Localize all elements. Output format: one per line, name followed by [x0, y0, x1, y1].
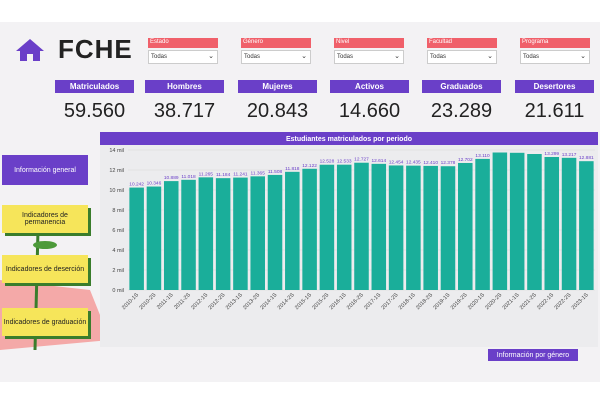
y-tick-label: 6 mil [112, 228, 124, 234]
data-label: 11.265 [199, 171, 214, 177]
bar [544, 157, 560, 290]
bar [215, 178, 231, 290]
chevron: ⌄ [487, 53, 493, 60]
data-label: 12.528 [320, 159, 335, 165]
bar [354, 162, 369, 290]
kpi-value: 21.611 [524, 100, 585, 122]
bar [509, 152, 525, 290]
data-label: 11.508 [268, 169, 283, 175]
kpi-value: 14.660 [338, 100, 401, 122]
home-icon[interactable] [15, 38, 45, 62]
kpi-label: Hombres [145, 80, 224, 93]
kpi-value: 23.289 [430, 100, 493, 122]
data-label: 12.378 [441, 160, 456, 166]
bar [181, 179, 196, 290]
data-label: 11.818 [285, 166, 300, 172]
data-label: 11.241 [233, 172, 248, 178]
data-label: 10.242 [129, 182, 144, 188]
data-label: 12.533 [337, 159, 352, 165]
data-label: 13.299 [544, 151, 559, 157]
y-tick-label: 8 mil [112, 208, 124, 214]
data-label: 11.018 [181, 174, 196, 180]
bar [163, 181, 179, 290]
bar [146, 186, 162, 290]
filter-label: Estado [148, 38, 218, 48]
nav-button[interactable]: Indicadores de permanencia [2, 205, 88, 233]
y-tick-label: 10 mil [109, 188, 124, 194]
data-label: 10.889 [164, 175, 179, 181]
data-label: 13.110 [475, 153, 490, 159]
filter-dropdown[interactable]: Todas ⌄ [148, 50, 218, 64]
data-label: 12.614 [371, 158, 386, 164]
logo-title: FCHE [58, 34, 133, 64]
chart-title-bar [100, 132, 598, 145]
bar [285, 171, 300, 290]
nav-button[interactable]: Indicadores de graduación [2, 308, 88, 336]
filter-dropdown[interactable]: Todas ⌄ [334, 50, 404, 64]
bar [371, 163, 387, 290]
bar [267, 174, 283, 290]
bar [233, 177, 248, 290]
filter-label: Género [241, 38, 311, 48]
bar [198, 177, 214, 290]
data-label: 12.122 [302, 163, 317, 169]
bar [527, 154, 542, 290]
y-tick-label: 12 mil [109, 168, 124, 174]
y-tick-label: 4 mil [112, 248, 124, 254]
kpi-label: Activos [330, 80, 409, 93]
data-label: 12.454 [389, 159, 404, 165]
y-tick-label: 14 mil [109, 148, 124, 154]
bar [302, 168, 317, 290]
bar [319, 164, 335, 290]
filter-dropdown[interactable]: Todas ⌄ [520, 50, 590, 64]
data-label: 11.184 [216, 172, 231, 178]
nav-button[interactable]: Indicadores de deserción [2, 255, 88, 283]
data-label: 12.702 [458, 157, 473, 163]
nav-button[interactable]: Información general [2, 155, 88, 185]
kpi-label: Graduados [422, 80, 501, 93]
y-tick-label: 0 mil [112, 288, 124, 294]
bar [561, 157, 577, 290]
nav-button[interactable]: Información por género [488, 349, 578, 361]
filter-dropdown[interactable]: Todas ⌄ [427, 50, 497, 64]
bar [129, 187, 144, 290]
data-label: 12.410 [423, 160, 438, 166]
data-label: 12.881 [579, 155, 594, 161]
chevron: ⌄ [208, 53, 214, 60]
bar [388, 165, 404, 290]
filter-label: Programa [520, 38, 590, 48]
filter-label: Nivel [334, 38, 404, 48]
bar [475, 158, 490, 290]
bar [492, 152, 508, 290]
chevron: ⌄ [301, 53, 307, 60]
filter-dropdown[interactable]: Todas ⌄ [241, 50, 311, 64]
bar [458, 162, 473, 290]
kpi-label: Matriculados [55, 80, 134, 93]
kpi-label: Desertores [515, 80, 594, 93]
chevron: ⌄ [580, 53, 586, 60]
y-tick-label: 2 mil [112, 268, 124, 274]
data-label: 12.435 [406, 160, 421, 166]
bar [440, 166, 456, 290]
data-label: 10.346 [147, 181, 162, 187]
bar [406, 165, 421, 290]
kpi-label: Mujeres [238, 80, 317, 93]
data-label: 13.217 [562, 152, 577, 158]
chart: Estudiantes matriculados por periodo 0 mi… [100, 132, 598, 347]
kpi-value: 20.843 [246, 100, 309, 122]
data-label: 11.365 [251, 170, 266, 176]
kpi-value: 59.560 [63, 100, 126, 122]
bar [250, 176, 265, 290]
filter-label: Facultad [427, 38, 497, 48]
bar [579, 161, 594, 290]
bar [423, 165, 438, 290]
kpi-value: 38.717 [153, 100, 216, 122]
chart-title: Estudiantes matriculados por periodo [286, 136, 412, 143]
bar [336, 164, 352, 290]
chevron: ⌄ [394, 53, 400, 60]
data-label: 12.727 [354, 157, 369, 163]
